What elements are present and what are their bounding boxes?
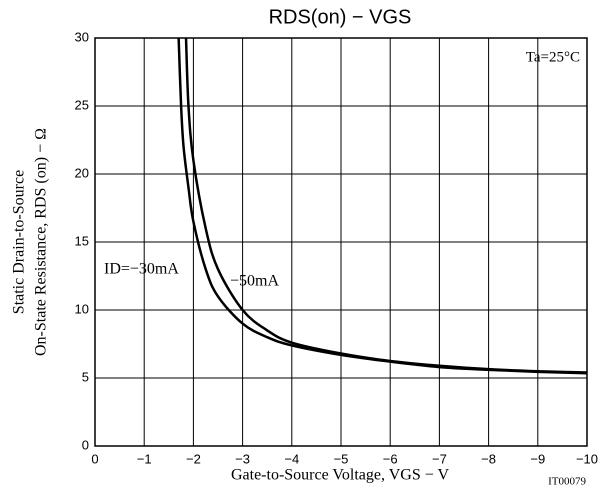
x-tick-label: −3: [235, 451, 250, 466]
y-tick-label: 20: [75, 165, 89, 180]
x-tick-label: −6: [383, 451, 398, 466]
x-tick-label: −1: [137, 451, 152, 466]
y-axis-label: Static Drain-to-Source: [11, 170, 28, 314]
chart-title: RDS(on) − VGS: [269, 6, 412, 28]
x-tick-label: −2: [186, 451, 201, 466]
y-tick-label: 25: [75, 97, 89, 112]
series-label: −50mA: [230, 273, 279, 290]
y-tick-label: 15: [75, 233, 89, 248]
series-line: [177, 37, 588, 375]
plot-frame: [94, 37, 588, 447]
figure-code: IT00079: [548, 476, 586, 488]
x-tick-label: −4: [284, 451, 299, 466]
annotation: Ta=25°C: [526, 49, 580, 65]
x-tick-label: −10: [576, 451, 598, 466]
y-tick-label: 10: [75, 301, 89, 316]
y-axis-label: On-State Resistance, RDS (on) − Ω: [33, 128, 50, 356]
y-tick-label: 5: [82, 369, 89, 384]
x-axis-label: Gate-to-Source Voltage, VGS − V: [231, 467, 449, 484]
series-label: ID=−30mA: [104, 261, 179, 278]
x-tick-label: 0: [91, 451, 98, 466]
x-tick-label: −5: [334, 451, 349, 466]
y-tick-label: 0: [82, 437, 89, 452]
series-line: [184, 37, 588, 374]
x-tick-label: −9: [530, 451, 545, 466]
y-tick-label: 30: [75, 29, 89, 44]
x-tick-label: −8: [481, 451, 496, 466]
x-tick-label: −7: [432, 451, 447, 466]
